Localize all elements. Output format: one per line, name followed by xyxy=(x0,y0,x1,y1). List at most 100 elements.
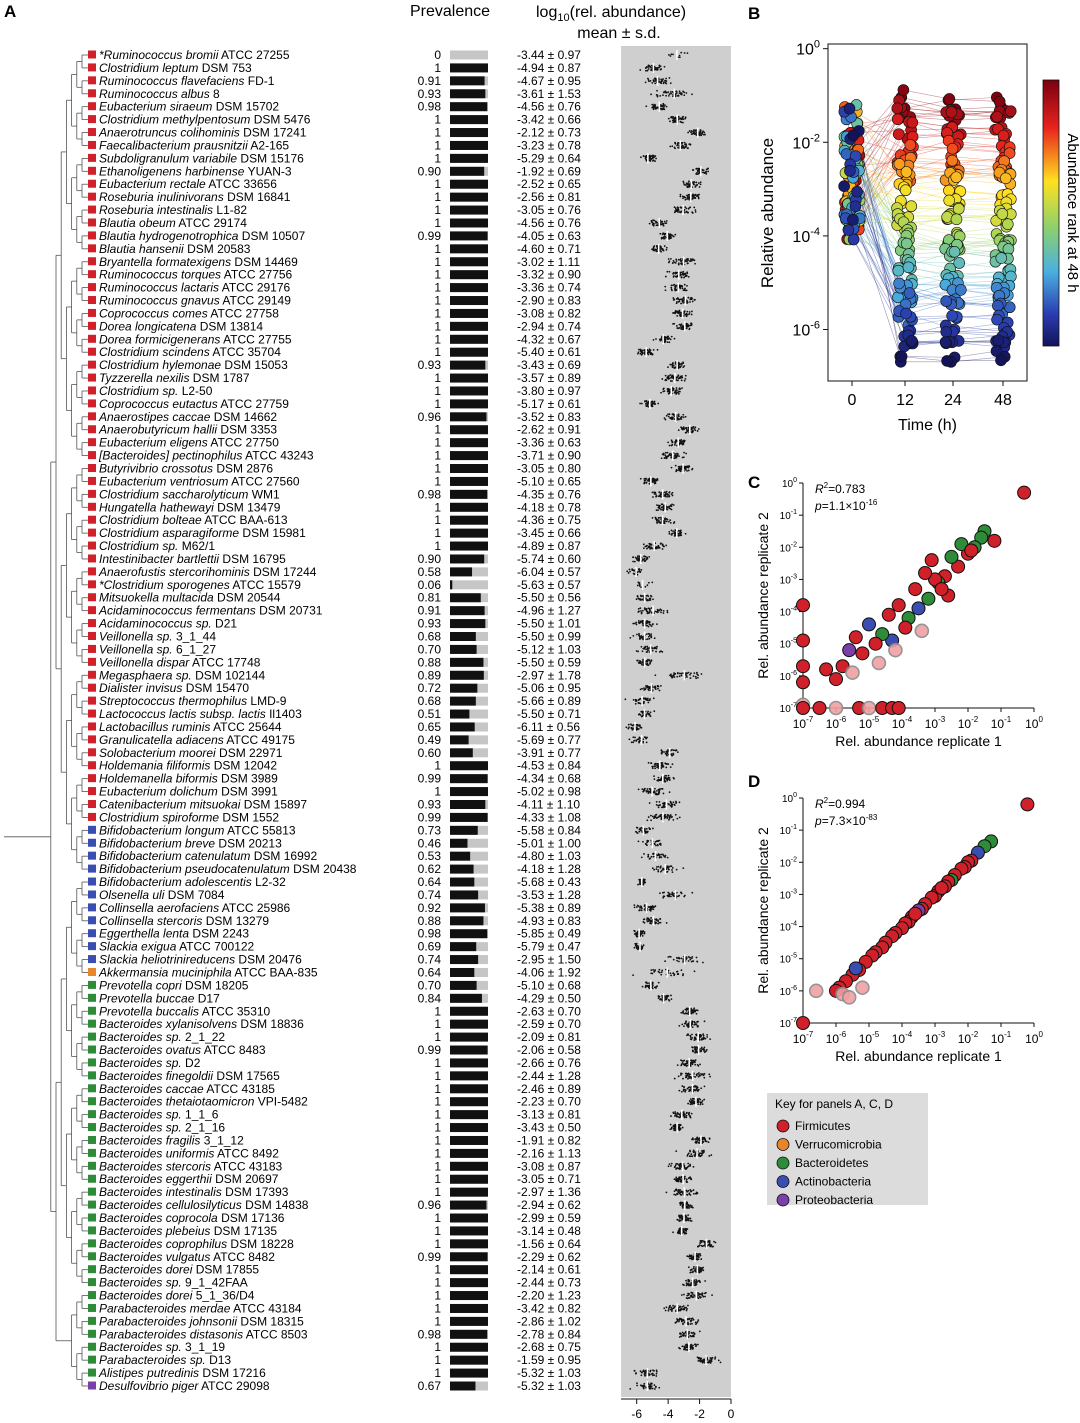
phylum-color-marker xyxy=(88,489,96,498)
sample-point xyxy=(648,623,651,625)
sample-point xyxy=(651,623,654,626)
abundance-stat: -3.80 ± 0.97 xyxy=(517,384,581,398)
sample-point xyxy=(671,262,674,264)
sample-point xyxy=(679,1167,682,1170)
sample-point xyxy=(642,155,645,157)
sample-point xyxy=(670,92,673,95)
phylum-color-marker xyxy=(88,748,96,757)
prevalence-value: 1 xyxy=(434,1121,441,1135)
sample-point xyxy=(656,522,658,524)
prevalence-value: 0.98 xyxy=(418,100,442,114)
sample-point xyxy=(646,645,649,648)
sample-point xyxy=(679,529,682,532)
sample-point xyxy=(689,1034,692,1037)
sample-point xyxy=(677,146,679,149)
species-row: Subdoligranulum variabile DSM 15176 1 -5.2… xyxy=(88,151,657,165)
phylum-color-marker xyxy=(88,321,96,330)
sample-point xyxy=(692,1192,695,1195)
sample-point xyxy=(656,520,658,522)
species-label: *Clostridium sporogenes ATCC 15579 xyxy=(99,578,301,592)
species-label: Blautia obeum ATCC 29174 xyxy=(99,216,247,230)
sample-point xyxy=(685,260,688,262)
phylum-color-marker xyxy=(88,696,96,705)
sample-point xyxy=(660,853,663,856)
sample-point xyxy=(652,598,654,601)
abundance-stat: -4.11 ± 1.10 xyxy=(517,797,580,811)
species-label: Veillonella sp. 3_1_44 xyxy=(99,630,216,644)
species-row: Anaerotruncus colihominis DSM 17241 1 -2.1… xyxy=(88,126,706,140)
phylum-color-marker xyxy=(88,334,96,343)
sample-point xyxy=(651,491,654,494)
sample-point xyxy=(627,572,630,574)
prevalence-bar xyxy=(450,515,488,525)
sample-point xyxy=(684,116,687,119)
prevalence-bar xyxy=(450,748,473,758)
sample-point xyxy=(697,182,700,184)
sample-point xyxy=(641,638,644,640)
abundance-stat: -5.10 ± 0.68 xyxy=(517,978,581,992)
sample-point xyxy=(650,607,653,609)
prevalence-value: 1 xyxy=(434,268,441,282)
sample-point xyxy=(700,1049,703,1052)
prevalence-value: 1 xyxy=(434,126,441,140)
sample-point xyxy=(655,868,658,871)
prevalence-bar-track xyxy=(450,50,488,60)
sample-point xyxy=(660,221,662,224)
sample-point xyxy=(673,1193,676,1196)
sample-point xyxy=(679,439,682,442)
sample-point xyxy=(668,377,671,380)
species-row: Blautia hydrogenotrophica DSM 10507 0.99-… xyxy=(88,229,677,243)
sample-point xyxy=(643,687,645,690)
sample-point xyxy=(685,194,688,197)
species-row: Hungatella hathewayi DSM 13479 1 -4.18 ± 0… xyxy=(88,500,675,514)
sample-point xyxy=(646,918,648,921)
sample-point xyxy=(646,686,649,689)
sample-point xyxy=(686,271,689,274)
sample-point xyxy=(676,1113,679,1115)
sample-point xyxy=(655,479,657,481)
sample-point xyxy=(669,766,672,769)
sample-point xyxy=(680,311,683,314)
sample-point xyxy=(684,1177,686,1180)
species-row: Ruminococcus flavefaciens FD-1 0.91 -4.67 … xyxy=(88,74,672,88)
phylum-color-marker xyxy=(88,916,96,925)
prevalence-bar xyxy=(450,1071,488,1081)
abundance-stat: -3.32 ± 0.90 xyxy=(517,268,581,282)
sample-point xyxy=(656,94,659,97)
sample-point xyxy=(651,81,654,84)
prevalence-value: 1 xyxy=(434,513,441,527)
sample-point xyxy=(686,258,688,261)
panel-label-d: D xyxy=(748,772,760,791)
sample-point xyxy=(651,647,654,650)
sample-point xyxy=(683,894,686,897)
sample-point xyxy=(687,1189,690,1192)
sample-point xyxy=(687,182,690,184)
sample-point xyxy=(685,1116,688,1119)
sample-point xyxy=(643,931,646,933)
species-row: Bacteroides sp. D2 1 -2.66 ± 0.76 xyxy=(88,1056,701,1070)
prevalence-bar xyxy=(450,1032,488,1042)
species-rows: *Ruminococcus bromii ATCC 27255 0 -3.44 ± … xyxy=(88,48,722,1393)
sample-point xyxy=(669,1123,672,1126)
sample-point xyxy=(662,792,665,795)
prevalence-bar xyxy=(450,140,488,150)
sample-point xyxy=(668,530,671,533)
prevalence-value: 0.49 xyxy=(418,733,442,747)
sample-point xyxy=(663,417,666,420)
sample-point xyxy=(654,482,657,485)
phylum-color-marker xyxy=(88,296,96,305)
sample-point xyxy=(674,233,677,236)
sample-point xyxy=(668,818,670,821)
sample-point xyxy=(685,143,687,145)
sample-point xyxy=(684,467,687,470)
sample-point xyxy=(674,813,677,816)
sample-point xyxy=(637,650,640,653)
sample-point xyxy=(678,455,680,457)
sample-point xyxy=(678,311,681,314)
sample-point xyxy=(631,728,634,731)
species-label: Bifidobacterium catenulatum DSM 16992 xyxy=(99,849,317,863)
sample-point xyxy=(678,211,681,213)
sample-point xyxy=(656,477,659,480)
prevalence-value: 0.99 xyxy=(418,772,442,786)
sample-point xyxy=(688,196,691,199)
